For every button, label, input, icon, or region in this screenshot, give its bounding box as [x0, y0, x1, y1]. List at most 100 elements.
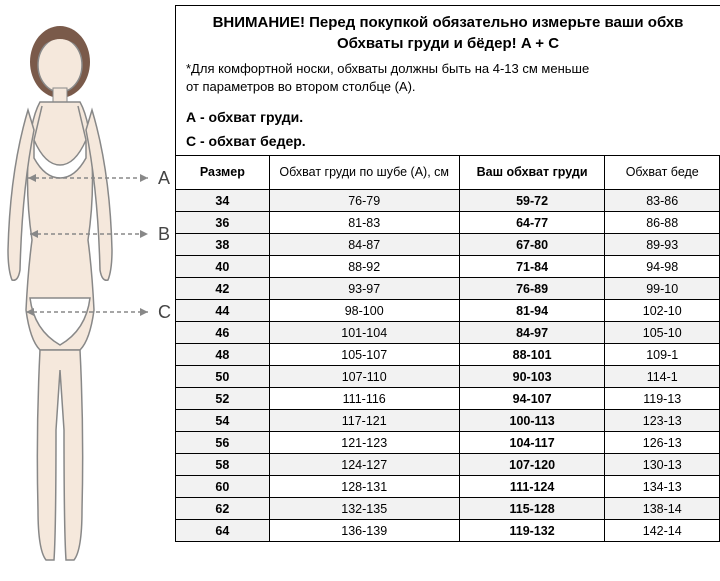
table-row: 4293-9776-8999-10	[176, 278, 720, 300]
table-cell: 76-89	[459, 278, 605, 300]
table-cell: 84-87	[269, 234, 459, 256]
table-cell: 134-13	[605, 476, 720, 498]
table-row: 62132-135115-128138-14	[176, 498, 720, 520]
table-cell: 81-94	[459, 300, 605, 322]
table-cell: 132-135	[269, 498, 459, 520]
size-table: Размер Обхват груди по шубе (А), см Ваш …	[175, 155, 720, 542]
measure-label-c: C	[158, 302, 171, 322]
table-cell: 94-107	[459, 388, 605, 410]
table-cell: 59-72	[459, 190, 605, 212]
note-block: *Для комфортной носки, обхваты должны бы…	[175, 54, 720, 101]
table-cell: 60	[176, 476, 270, 498]
table-cell: 84-97	[459, 322, 605, 344]
table-cell: 128-131	[269, 476, 459, 498]
table-cell: 93-97	[269, 278, 459, 300]
table-cell: 40	[176, 256, 270, 278]
table-cell: 111-124	[459, 476, 605, 498]
col-size: Размер	[176, 156, 270, 190]
table-cell: 119-132	[459, 520, 605, 542]
header-subtitle: Обхваты груди и бёдер! A + C	[186, 35, 710, 52]
table-cell: 81-83	[269, 212, 459, 234]
table-cell: 100-113	[459, 410, 605, 432]
table-cell: 98-100	[269, 300, 459, 322]
col-coat-bust: Обхват груди по шубе (А), см	[269, 156, 459, 190]
table-cell: 107-110	[269, 366, 459, 388]
body-figure: A B C	[0, 10, 175, 570]
table-cell: 101-104	[269, 322, 459, 344]
header-title: ВНИМАНИЕ! Перед покупкой обязательно изм…	[186, 14, 710, 31]
table-row: 60128-131111-124134-13	[176, 476, 720, 498]
table-cell: 88-101	[459, 344, 605, 366]
measure-label-b: B	[158, 224, 170, 244]
note-line-2: от параметров во втором столбце (А).	[186, 78, 710, 96]
table-cell: 121-123	[269, 432, 459, 454]
table-row: 3884-8767-8089-93	[176, 234, 720, 256]
table-cell: 88-92	[269, 256, 459, 278]
table-row: 52111-11694-107119-13	[176, 388, 720, 410]
table-row: 58124-127107-120130-13	[176, 454, 720, 476]
table-cell: 109-1	[605, 344, 720, 366]
table-row: 50107-11090-103114-1	[176, 366, 720, 388]
table-cell: 71-84	[459, 256, 605, 278]
table-cell: 67-80	[459, 234, 605, 256]
table-cell: 102-10	[605, 300, 720, 322]
table-cell: 62	[176, 498, 270, 520]
table-cell: 104-117	[459, 432, 605, 454]
table-cell: 105-107	[269, 344, 459, 366]
table-cell: 90-103	[459, 366, 605, 388]
table-row: 56121-123104-117126-13	[176, 432, 720, 454]
table-cell: 94-98	[605, 256, 720, 278]
table-header-row: Размер Обхват груди по шубе (А), см Ваш …	[176, 156, 720, 190]
table-cell: 99-10	[605, 278, 720, 300]
table-cell: 50	[176, 366, 270, 388]
table-cell: 142-14	[605, 520, 720, 542]
table-cell: 54	[176, 410, 270, 432]
table-cell: 115-128	[459, 498, 605, 520]
table-cell: 64	[176, 520, 270, 542]
table-cell: 64-77	[459, 212, 605, 234]
col-your-bust: Ваш обхват груди	[459, 156, 605, 190]
measure-label-a: A	[158, 168, 170, 188]
table-row: 48105-10788-101109-1	[176, 344, 720, 366]
col-hips: Обхват беде	[605, 156, 720, 190]
table-cell: 130-13	[605, 454, 720, 476]
table-cell: 44	[176, 300, 270, 322]
table-cell: 105-10	[605, 322, 720, 344]
figure-column: A B C	[0, 0, 175, 581]
table-cell: 126-13	[605, 432, 720, 454]
table-cell: 119-13	[605, 388, 720, 410]
table-cell: 123-13	[605, 410, 720, 432]
table-cell: 124-127	[269, 454, 459, 476]
table-cell: 89-93	[605, 234, 720, 256]
table-cell: 34	[176, 190, 270, 212]
table-row: 3681-8364-7786-88	[176, 212, 720, 234]
table-cell: 46	[176, 322, 270, 344]
table-cell: 107-120	[459, 454, 605, 476]
table-row: 4498-10081-94102-10	[176, 300, 720, 322]
table-cell: 83-86	[605, 190, 720, 212]
table-cell: 48	[176, 344, 270, 366]
table-cell: 86-88	[605, 212, 720, 234]
table-cell: 58	[176, 454, 270, 476]
table-cell: 36	[176, 212, 270, 234]
table-cell: 114-1	[605, 366, 720, 388]
table-cell: 38	[176, 234, 270, 256]
header-block: ВНИМАНИЕ! Перед покупкой обязательно изм…	[175, 5, 720, 54]
table-cell: 138-14	[605, 498, 720, 520]
label-a: А - обхват груди.	[175, 101, 720, 129]
table-cell: 56	[176, 432, 270, 454]
table-row: 64136-139119-132142-14	[176, 520, 720, 542]
table-cell: 76-79	[269, 190, 459, 212]
table-cell: 42	[176, 278, 270, 300]
note-line-1: *Для комфортной носки, обхваты должны бы…	[186, 60, 710, 78]
content-column: ВНИМАНИЕ! Перед покупкой обязательно изм…	[175, 0, 720, 581]
table-row: 46101-10484-97105-10	[176, 322, 720, 344]
table-cell: 117-121	[269, 410, 459, 432]
table-row: 3476-7959-7283-86	[176, 190, 720, 212]
table-cell: 111-116	[269, 388, 459, 410]
label-c: С - обхват бедер.	[175, 129, 720, 155]
table-cell: 52	[176, 388, 270, 410]
table-cell: 136-139	[269, 520, 459, 542]
table-row: 4088-9271-8494-98	[176, 256, 720, 278]
table-row: 54117-121100-113123-13	[176, 410, 720, 432]
